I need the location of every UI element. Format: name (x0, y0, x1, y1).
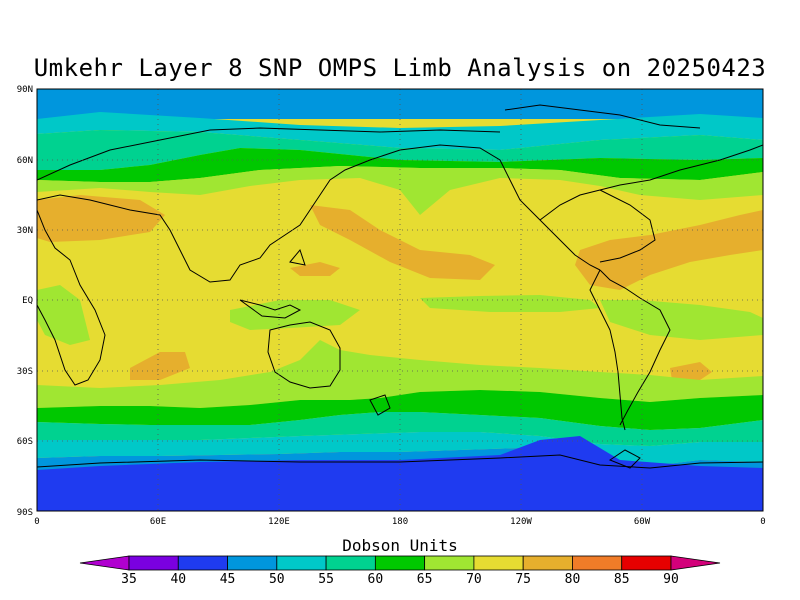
colorbar-tick-label: 70 (466, 572, 482, 587)
colorbar-tick-label: 40 (170, 572, 186, 587)
colorbar-swatch (670, 555, 721, 571)
colorbar-tick-label: 65 (417, 572, 433, 587)
colorbar-swatch (79, 555, 130, 571)
lon-label: 60W (634, 517, 651, 527)
grid-lines (37, 89, 763, 511)
colorbar-title: Dobson Units (342, 536, 458, 555)
colorbar-tick-label: 90 (663, 572, 679, 587)
colorbar-swatch (128, 555, 179, 571)
colorbar-tick-label: 60 (368, 572, 384, 587)
lat-label: 60S (17, 437, 33, 447)
lat-label: 90S (17, 508, 33, 518)
colorbar-swatch (572, 555, 623, 571)
lat-labels: 90N 60N 30N EQ 30S 60S 90S (17, 85, 33, 518)
colorbar-swatch (621, 555, 672, 571)
colorbar-swatch (374, 555, 426, 571)
lon-label: 120W (510, 517, 532, 527)
colorbar-swatch (424, 555, 475, 571)
colorbar-swatch (473, 555, 524, 571)
colorbar-swatch (522, 555, 573, 571)
lon-labels: 0 60E 120E 180 120W 60W 0 (34, 517, 765, 527)
colorbar-swatch (325, 555, 376, 571)
lon-label: 120E (268, 517, 290, 527)
lon-label: 180 (392, 517, 408, 527)
colorbar-swatch (276, 555, 327, 571)
lat-label: 30S (17, 367, 33, 377)
coastlines (37, 104, 763, 469)
lat-label: 90N (17, 85, 33, 95)
map-frame (36, 88, 764, 512)
colorbar-tick-label: 75 (515, 572, 531, 587)
lon-label: 0 (760, 517, 765, 527)
colorbar: 35 40 45 50 55 60 65 70 75 80 85 90 (79, 555, 721, 587)
lon-label: 0 (34, 517, 39, 527)
colorbar-tick-label: 80 (565, 572, 581, 587)
colorbar-tick-label: 55 (318, 572, 334, 587)
map-title: Umkehr Layer 8 SNP OMPS Limb Analysis on… (33, 54, 767, 82)
lat-label: 30N (17, 226, 33, 236)
colorbar-tick-label: 35 (121, 572, 137, 587)
colorbar-swatch (227, 555, 278, 571)
lon-label: 60E (150, 517, 166, 527)
colorbar-tick-label: 85 (614, 572, 630, 587)
colorbar-tick-label: 45 (220, 572, 236, 587)
lat-label: 60N (17, 156, 33, 166)
colorbar-swatch (177, 555, 228, 571)
lat-label: EQ (22, 296, 33, 306)
colorbar-tick-label: 50 (269, 572, 285, 587)
